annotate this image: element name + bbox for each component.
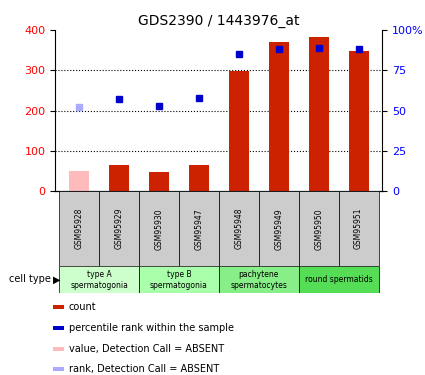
- Bar: [219, 266, 299, 292]
- Text: count: count: [68, 302, 96, 312]
- Text: pachytene: pachytene: [238, 270, 279, 279]
- Bar: [339, 191, 379, 266]
- Text: spermatogonia: spermatogonia: [150, 280, 208, 290]
- Bar: [109, 165, 129, 191]
- Text: type A: type A: [87, 270, 111, 279]
- Text: cell type: cell type: [9, 274, 51, 284]
- Bar: [139, 266, 219, 292]
- Bar: [59, 191, 99, 266]
- Bar: [269, 42, 289, 191]
- Bar: [189, 165, 209, 191]
- Bar: [54, 346, 64, 351]
- Bar: [59, 266, 139, 292]
- Bar: [299, 266, 379, 292]
- Text: spermatogonia: spermatogonia: [70, 280, 128, 290]
- Text: ▶: ▶: [53, 274, 61, 284]
- Text: round spermatids: round spermatids: [305, 275, 372, 284]
- Bar: [69, 171, 89, 191]
- Bar: [229, 71, 249, 191]
- Bar: [54, 305, 64, 309]
- Text: spermatocytes: spermatocytes: [230, 280, 287, 290]
- Text: rank, Detection Call = ABSENT: rank, Detection Call = ABSENT: [68, 364, 219, 374]
- Bar: [299, 191, 339, 266]
- Text: GSM95928: GSM95928: [75, 208, 84, 249]
- Text: type B: type B: [167, 270, 191, 279]
- Bar: [179, 191, 219, 266]
- Bar: [348, 51, 368, 191]
- Title: GDS2390 / 1443976_at: GDS2390 / 1443976_at: [138, 13, 300, 28]
- Text: percentile rank within the sample: percentile rank within the sample: [68, 323, 234, 333]
- Text: GSM95948: GSM95948: [234, 208, 244, 249]
- Text: GSM95930: GSM95930: [155, 208, 164, 250]
- Bar: [99, 191, 139, 266]
- Bar: [219, 191, 259, 266]
- Text: GSM95951: GSM95951: [354, 208, 363, 249]
- Bar: [139, 191, 179, 266]
- Bar: [149, 172, 169, 191]
- Bar: [309, 37, 329, 191]
- Bar: [259, 191, 299, 266]
- Text: GSM95950: GSM95950: [314, 208, 323, 250]
- Text: GSM95929: GSM95929: [115, 208, 124, 249]
- Bar: [54, 367, 64, 371]
- Bar: [54, 326, 64, 330]
- Text: GSM95947: GSM95947: [194, 208, 204, 250]
- Text: GSM95949: GSM95949: [274, 208, 283, 250]
- Text: value, Detection Call = ABSENT: value, Detection Call = ABSENT: [68, 344, 224, 354]
